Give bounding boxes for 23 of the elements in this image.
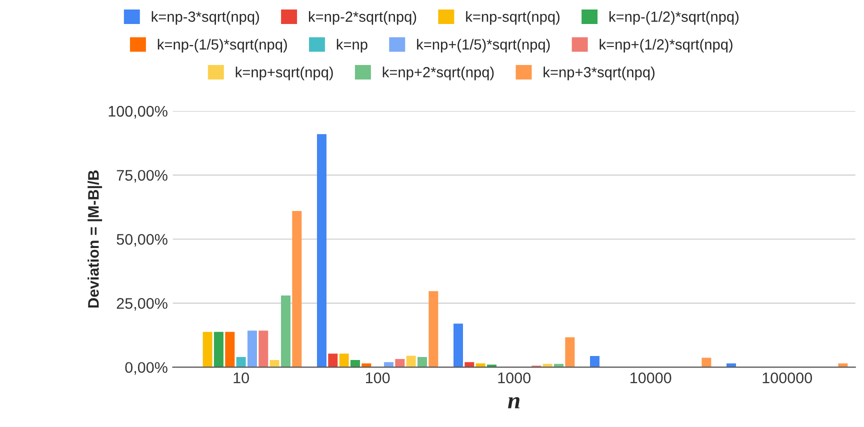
legend-label: k=np-2*sqrt(npq) [308,11,416,25]
x-tick-label: 1000 [498,372,530,384]
legend-label: k=np+(1/5)*sqrt(npq) [417,38,550,53]
y-tick-label: 0,00% [125,362,168,375]
legend-label: k=np-sqrt(npq) [466,11,560,25]
y-axis-title: Deviation = |M-B|/B [88,170,102,308]
x-tick-label: 100000 [762,372,812,384]
legend-label: k=np-3*sqrt(npq) [152,11,259,25]
x-tick-label: 100 [366,372,390,384]
legend-label: k=np+2*sqrt(npq) [382,66,494,80]
legend-label: k=np-(1/5)*sqrt(npq) [158,38,287,53]
y-tick-label: 25,00% [116,298,168,311]
legend-label: k=np+(1/2)*sqrt(npq) [600,38,732,53]
y-tick-label: 50,00% [116,234,168,247]
x-tick-label: 10000 [630,372,672,384]
y-tick-label: 100,00% [108,106,168,119]
legend-label: k=np+sqrt(npq) [236,66,333,80]
legend-label: k=np-(1/2)*sqrt(npq) [609,11,738,25]
legend-label: k=np [336,38,368,53]
legend-label: k=np+3*sqrt(npq) [544,66,654,80]
x-tick-label: 10 [234,372,249,384]
y-tick-label: 75,00% [116,170,168,183]
x-axis-title: n [508,397,520,408]
